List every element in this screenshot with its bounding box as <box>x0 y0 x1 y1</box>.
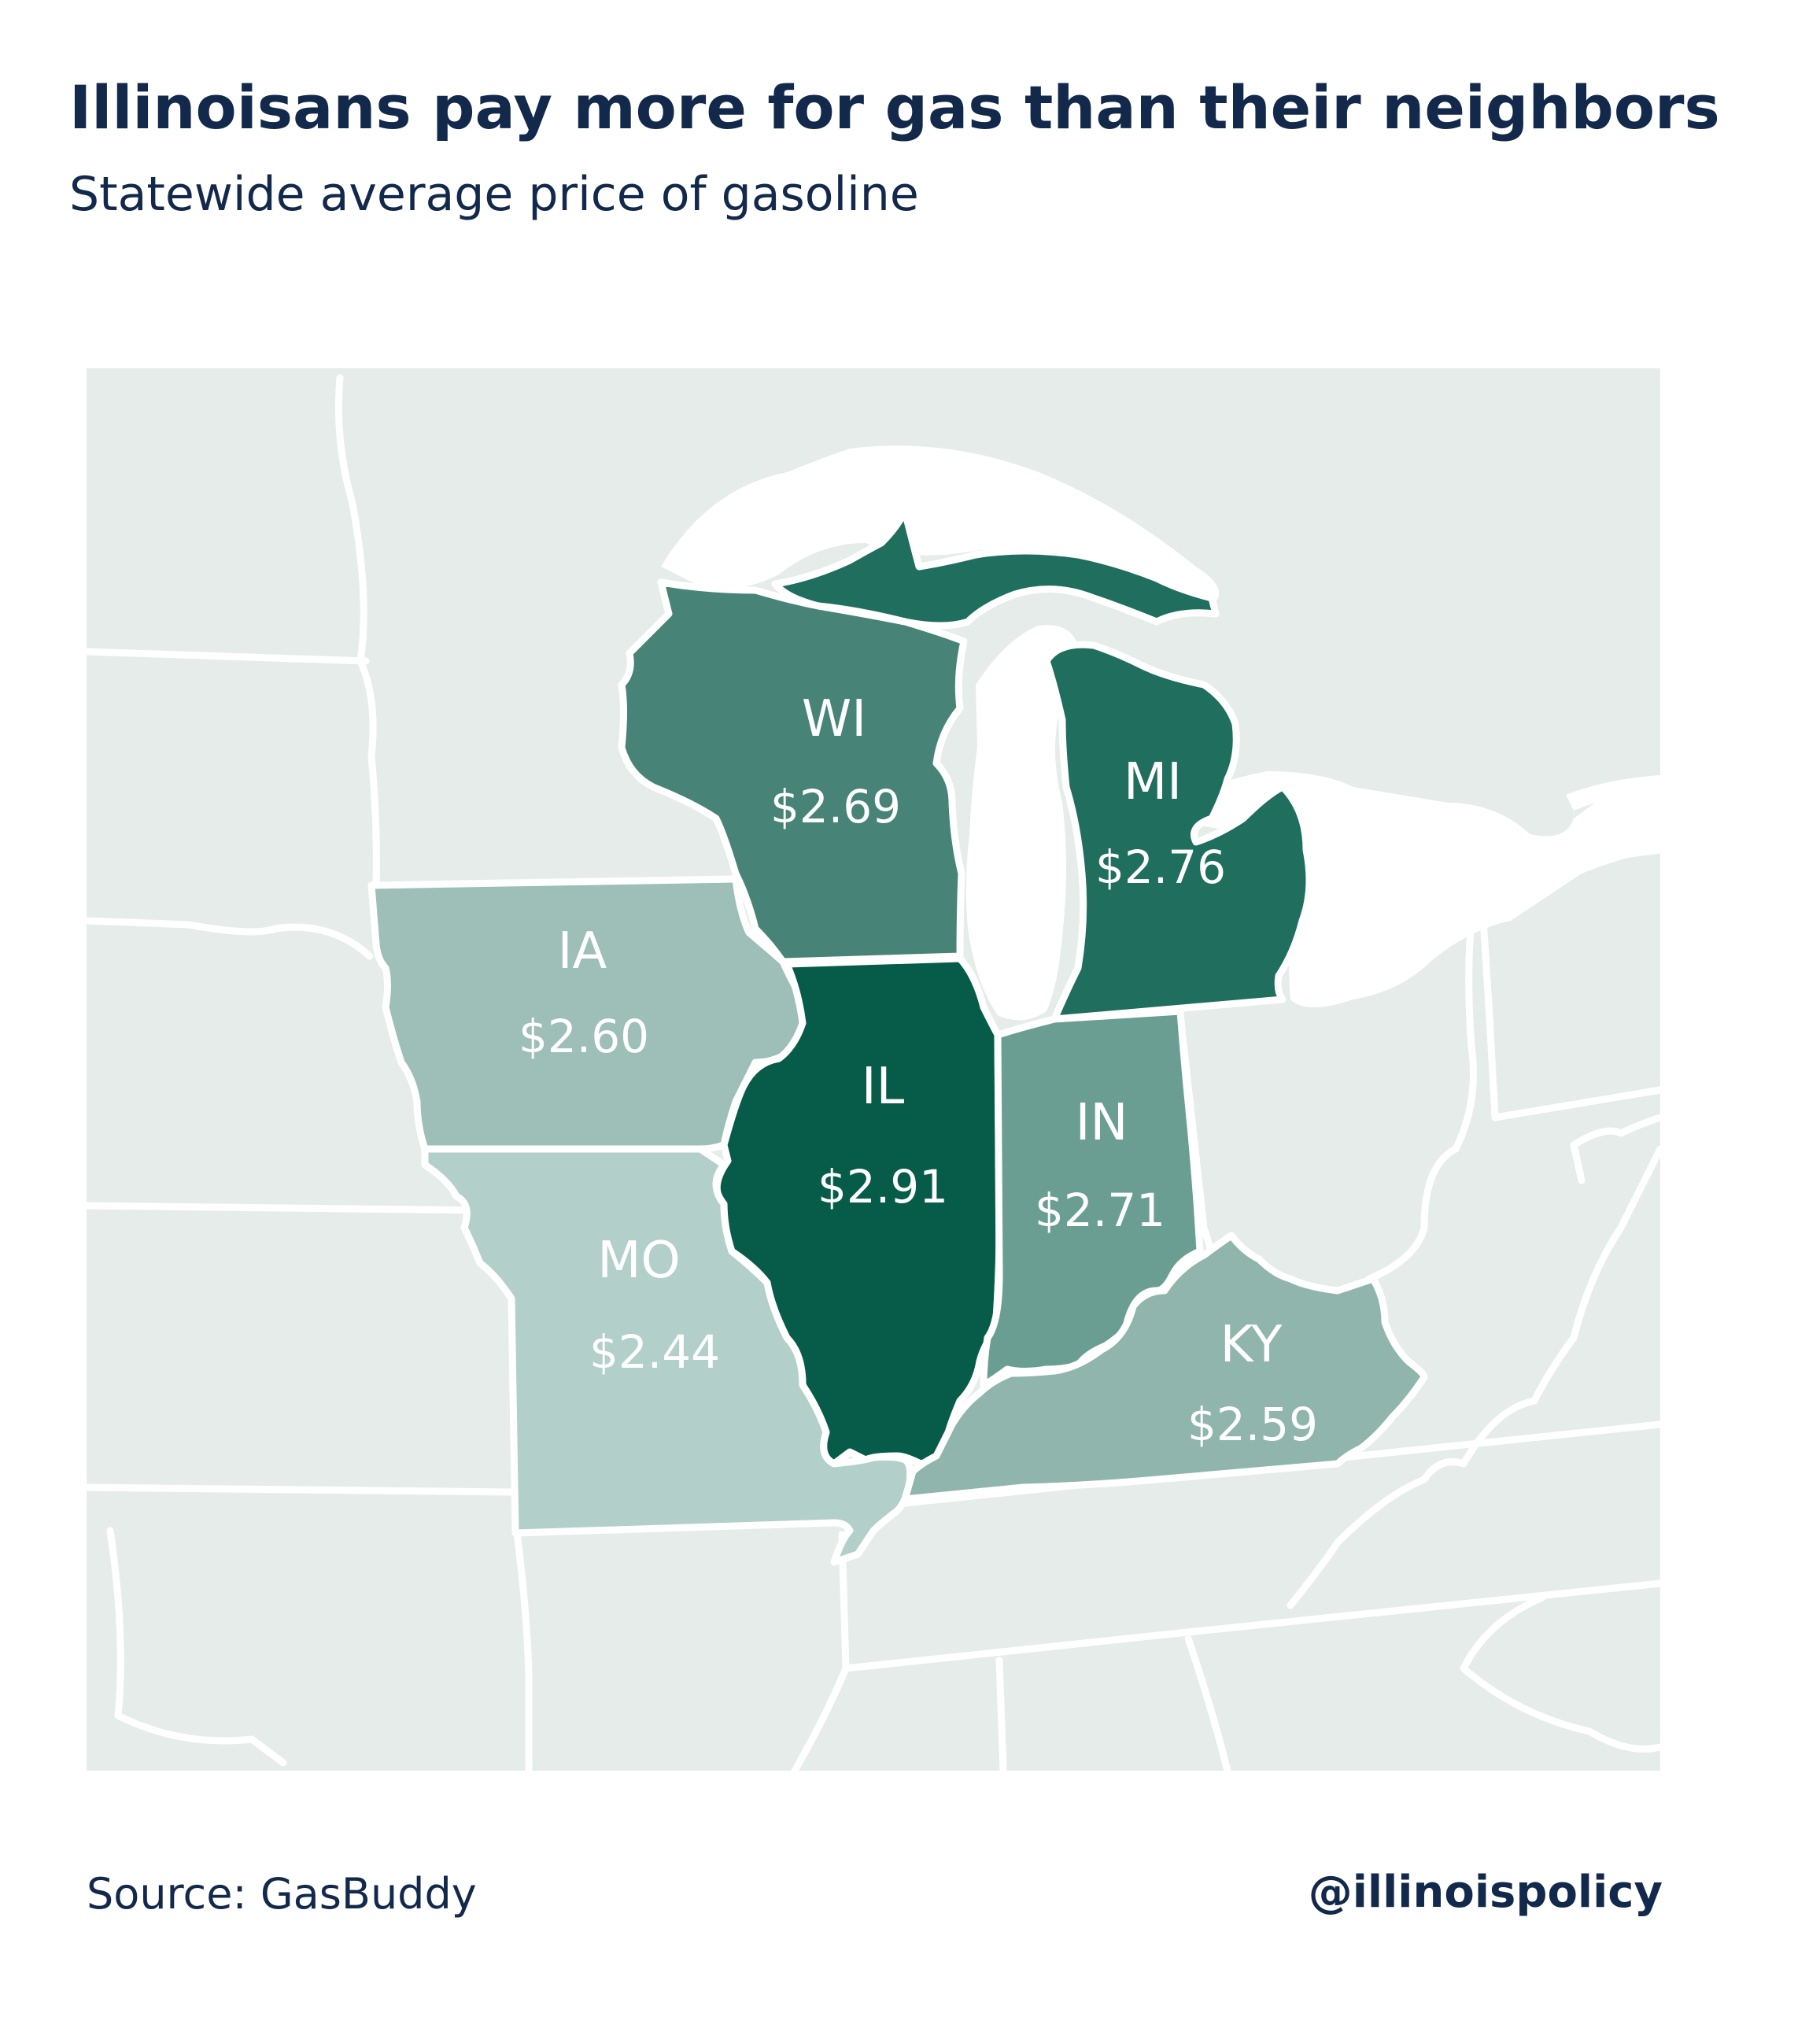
state-shape-KY[interactable] <box>901 1232 1428 1503</box>
state-label-MI: MI <box>1124 753 1182 811</box>
state-price-IA: $2.60 <box>519 1010 649 1063</box>
state-shape-MO[interactable] <box>421 1145 914 1566</box>
lake-michigan <box>965 625 1078 1021</box>
state-labels: WI $2.69 MI $2.76 IA $2.60 IL $2.91 IN $… <box>519 690 1318 1451</box>
state-price-MI: $2.76 <box>1095 840 1226 894</box>
highlighted-states <box>367 508 1428 1566</box>
lake-ontario <box>1566 775 1660 811</box>
chart-subtitle: Statewide average price of gasoline <box>69 167 919 222</box>
state-label-IN: IN <box>1076 1094 1128 1152</box>
state-price-WI: $2.69 <box>770 780 901 833</box>
state-label-IA: IA <box>558 922 607 981</box>
state-shape-WI[interactable] <box>618 578 968 966</box>
state-label-KY: KY <box>1220 1316 1283 1374</box>
state-label-WI: WI <box>802 690 866 748</box>
source-note: Source: GasBuddy <box>87 1869 477 1919</box>
state-price-MO: $2.44 <box>589 1325 720 1379</box>
great-lakes <box>661 445 1660 1021</box>
state-price-KY: $2.59 <box>1187 1398 1318 1451</box>
state-shape-MI[interactable] <box>771 508 1313 1023</box>
chart-title: Illinoisans pay more for gas than their … <box>69 72 1720 142</box>
state-label-IL: IL <box>862 1058 905 1116</box>
state-price-IL: $2.91 <box>818 1160 948 1214</box>
state-price-IN: $2.71 <box>1035 1184 1165 1237</box>
state-label-MO: MO <box>597 1232 681 1290</box>
social-handle[interactable]: @illinoispolicy <box>1308 1867 1663 1918</box>
